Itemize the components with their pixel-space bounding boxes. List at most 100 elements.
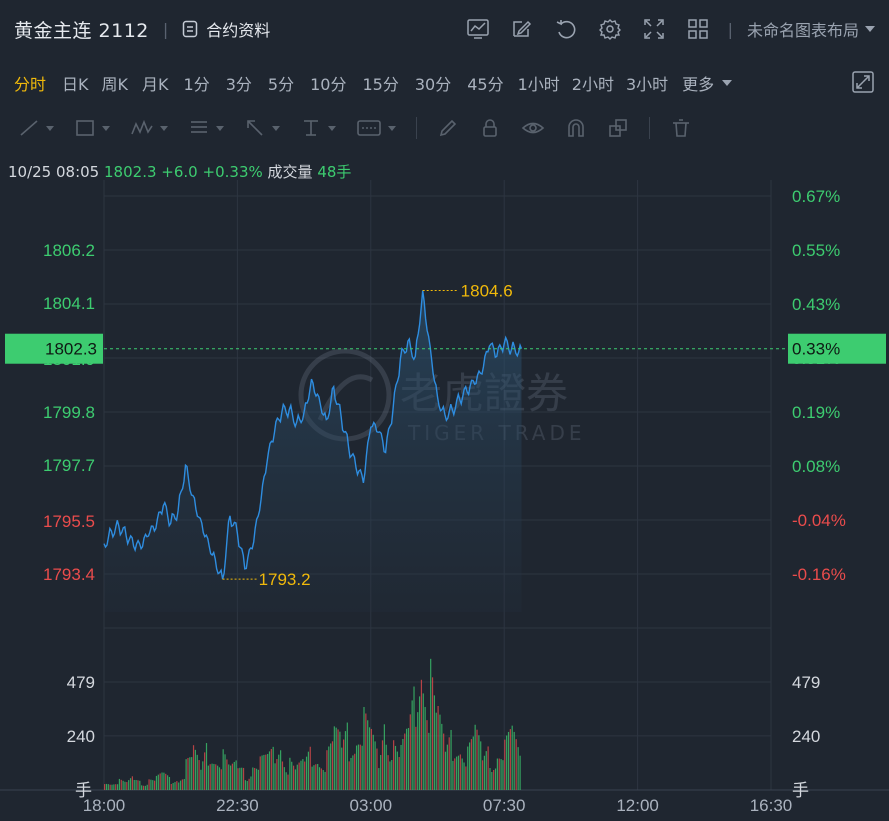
wave-pattern-icon [131, 119, 153, 135]
period-tab[interactable]: 15分 [362, 75, 399, 94]
measure-tool[interactable] [300, 118, 336, 138]
volume-bar [402, 738, 404, 790]
toolbar-divider [649, 117, 650, 139]
volume-bar [441, 723, 443, 790]
rectangle-tool[interactable] [74, 118, 110, 138]
text-tool[interactable] [356, 118, 396, 138]
grid-layout-icon[interactable] [676, 13, 720, 45]
brush-tool[interactable] [437, 118, 459, 138]
volume-bar [120, 779, 122, 790]
layers-icon [609, 119, 627, 137]
volume-bar [274, 763, 276, 790]
expand-icon[interactable] [851, 70, 875, 98]
volume-bar [211, 763, 213, 790]
pattern-tool[interactable] [130, 118, 168, 138]
volume-bar [191, 757, 193, 790]
volume-bar [128, 780, 130, 790]
volume-bar [233, 761, 235, 790]
contract-info-button[interactable]: 合约资料 [182, 17, 270, 41]
volume-bar [209, 764, 211, 790]
period-tab[interactable]: 30分 [414, 75, 452, 94]
more-periods-dropdown[interactable]: 更多 [674, 71, 740, 95]
volume-bar [498, 758, 500, 790]
period-tab[interactable]: 周K [101, 75, 129, 94]
volume-label: 成交量 [267, 163, 313, 181]
fibonacci-tool[interactable] [188, 118, 224, 138]
trendline-tool[interactable] [18, 118, 54, 138]
volume-bar [272, 746, 274, 790]
edit-icon[interactable] [500, 13, 544, 45]
volume-bar [267, 753, 269, 790]
volume-bar [302, 759, 304, 790]
period-tab[interactable]: 45分 [467, 75, 504, 94]
volume-bar [378, 768, 380, 790]
lock-tool[interactable] [479, 118, 501, 138]
volume-bar [394, 745, 397, 790]
period-tab[interactable]: 10分 [310, 75, 347, 94]
volume-bar [318, 767, 321, 790]
volume-unit-label-left: 手 [75, 781, 92, 800]
volume-bar [207, 765, 209, 790]
volume-bar [330, 743, 332, 790]
low-price-label: 1793.2 [259, 570, 311, 589]
volume-bar [218, 767, 221, 790]
volume-bar [470, 739, 473, 790]
intraday-chart[interactable]: 老虎證券 TIGER TRADE 1806.21804.11801.91799.… [0, 180, 889, 821]
volume-bar [259, 756, 261, 790]
volume-bar [228, 764, 230, 790]
volume-bar [174, 782, 176, 790]
volume-bar [481, 760, 484, 790]
arrow-tool[interactable] [244, 118, 280, 138]
y-tick-label-right: 0.08% [792, 457, 840, 476]
volume-bar [368, 727, 371, 790]
period-tab[interactable]: 1分 [183, 75, 210, 94]
chevron-down-icon [388, 125, 396, 131]
period-tab[interactable]: 2小时 [571, 75, 614, 94]
layers-tool[interactable] [607, 118, 629, 138]
volume-bar [494, 768, 497, 790]
volume-bar [468, 742, 471, 790]
period-tab[interactable]: 3小时 [625, 75, 669, 94]
period-tab[interactable]: 1小时 [517, 75, 560, 94]
period-tab[interactable]: 分时 [14, 75, 47, 94]
quote-info-line: 10/25 08:05 1802.3 +6.0 +0.33% 成交量 48手 [8, 161, 351, 182]
volume-bar [341, 747, 343, 790]
volume-bar [381, 740, 384, 790]
period-tab[interactable]: 月K [142, 75, 169, 94]
volume-bar [404, 733, 406, 790]
title-bar: 黄金主连 2112 | 合约资料 | 未命名图表布局 [0, 0, 889, 58]
volume-bar [413, 686, 415, 790]
period-tab[interactable]: 3分 [225, 75, 252, 94]
layout-dropdown[interactable]: 未命名图表布局 [747, 17, 875, 41]
volume-tick-label-left: 479 [67, 673, 95, 692]
volume-bar [430, 658, 432, 790]
volume-bar [346, 722, 348, 790]
settings-icon[interactable] [588, 13, 632, 45]
volume-bar [154, 780, 156, 790]
volume-bar [355, 745, 358, 790]
volume-bar [185, 759, 187, 790]
volume-bar [380, 755, 382, 790]
volume-bar [254, 767, 256, 790]
volume-bar [231, 763, 234, 790]
price-markers: 1802.3 0.33% 1804.6 1793.2 [5, 282, 886, 589]
volume-bar [417, 712, 419, 790]
period-tab[interactable]: 日K [62, 75, 89, 94]
reset-icon[interactable] [544, 13, 588, 45]
indicator-icon[interactable] [456, 13, 500, 45]
magnet-tool[interactable] [565, 118, 587, 138]
volume-bar [322, 770, 324, 790]
volume-bar [304, 761, 306, 790]
delete-tool[interactable] [670, 118, 692, 138]
volume-bar [291, 761, 293, 790]
fullscreen-icon[interactable] [632, 13, 676, 45]
toolbar-separator: | [727, 19, 733, 39]
title-separator: | [162, 19, 169, 39]
volume-bar [270, 748, 272, 790]
volume-bar [252, 767, 254, 790]
visibility-tool[interactable] [521, 118, 545, 138]
period-tab[interactable]: 5分 [267, 75, 295, 94]
volume-bar [126, 782, 128, 790]
volume-bar [237, 768, 239, 790]
volume-bar [513, 731, 515, 790]
